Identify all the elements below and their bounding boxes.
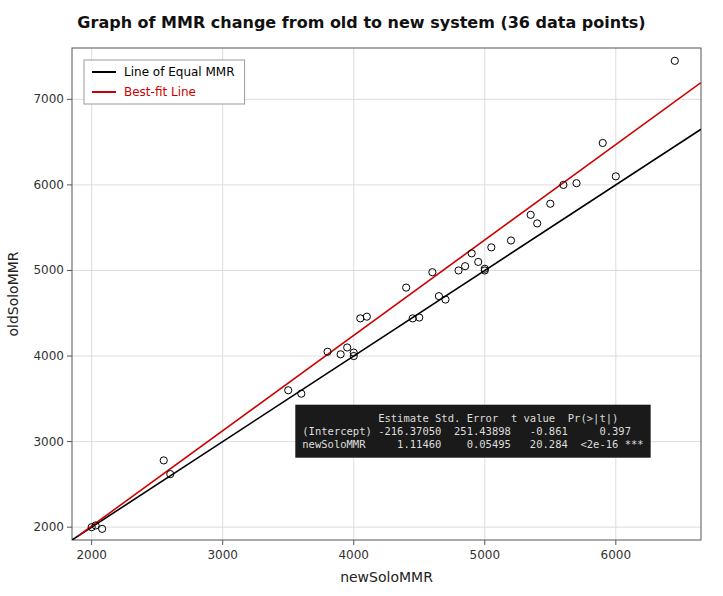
tick [615,540,616,545]
point [409,315,416,322]
point [481,265,488,272]
point [442,296,449,303]
point [481,267,488,274]
point [298,390,305,397]
grid-line [484,48,485,540]
chart: 2000 3000 4000 5000 6000 2000 3000 4000 5000 6000… [0,0,723,596]
grid-line [72,527,701,528]
point [363,313,370,320]
point [435,293,442,300]
point [612,173,619,180]
legend: Line of Equal MMR Best-fit Line [84,60,245,104]
point [344,344,351,351]
point [599,139,606,146]
tick-label: 3000 [207,548,238,562]
annotation: newSoloMMR 1.11460 0.05495 20.284 <2e-16… [302,438,643,450]
legend-label: Best-fit Line [124,85,196,99]
tick [67,270,72,271]
tick-label: 4000 [338,548,369,562]
legend-label: Line of Equal MMR [124,65,235,79]
point [350,349,357,356]
point [560,181,567,188]
point [534,220,541,227]
tick-label: 6000 [601,548,632,562]
axes: 2000 3000 4000 5000 6000 2000 3000 4000 5000 6000… [33,92,631,562]
tick-label: 3000 [33,435,64,449]
point [92,522,99,529]
tick [67,527,72,528]
x-axis-label: newSoloMMR [340,569,433,585]
point [527,211,534,218]
point [99,525,106,532]
legend-swatch [92,91,116,93]
tick-label: 2000 [33,520,64,534]
tick-label: 7000 [33,92,64,106]
plot-area [72,57,701,540]
tick [67,356,72,357]
tick [91,540,92,545]
point [573,180,580,187]
point [357,315,364,322]
point [337,351,344,358]
stats-box: Estimate Std. Error t value Pr(>|t|)(Int… [295,405,650,458]
point [167,471,174,478]
background [0,0,723,596]
legend-swatch [92,71,116,73]
point [455,267,462,274]
grid-line [72,356,701,357]
tick [67,441,72,442]
point [462,263,469,270]
tick [67,184,72,185]
grid-line [615,48,616,540]
line [72,129,701,540]
point [547,200,554,207]
grid-line [72,184,701,185]
plot-frame [72,48,701,540]
legend-box [84,60,245,104]
tick [67,99,72,100]
point [416,314,423,321]
grid [72,48,701,540]
point [160,457,167,464]
annotation: Estimate Std. Error t value Pr(>|t|) [302,412,618,425]
tick-label: 2000 [76,548,107,562]
point [285,387,292,394]
point [468,250,475,257]
point [475,258,482,265]
grid-line [91,48,92,540]
annotation: (Intercept) -216.37050 251.43898 -0.861 … [302,425,631,437]
grid-line [72,270,701,271]
tick [484,540,485,545]
tick [222,540,223,545]
point [403,284,410,291]
line [79,83,701,536]
tick-label: 6000 [33,178,64,192]
point [671,57,678,64]
title: Graph of MMR change from old to new syst… [77,13,645,32]
grid-line [353,48,354,540]
point [429,269,436,276]
y-axis-label: oldSoloMMR [5,251,21,336]
tick-label: 5000 [470,548,501,562]
tick-label: 5000 [33,263,64,277]
tick-label: 4000 [33,349,64,363]
point [488,244,495,251]
point [324,348,331,355]
point [507,237,514,244]
tick [353,540,354,545]
stats-background [295,405,650,458]
grid-line [222,48,223,540]
